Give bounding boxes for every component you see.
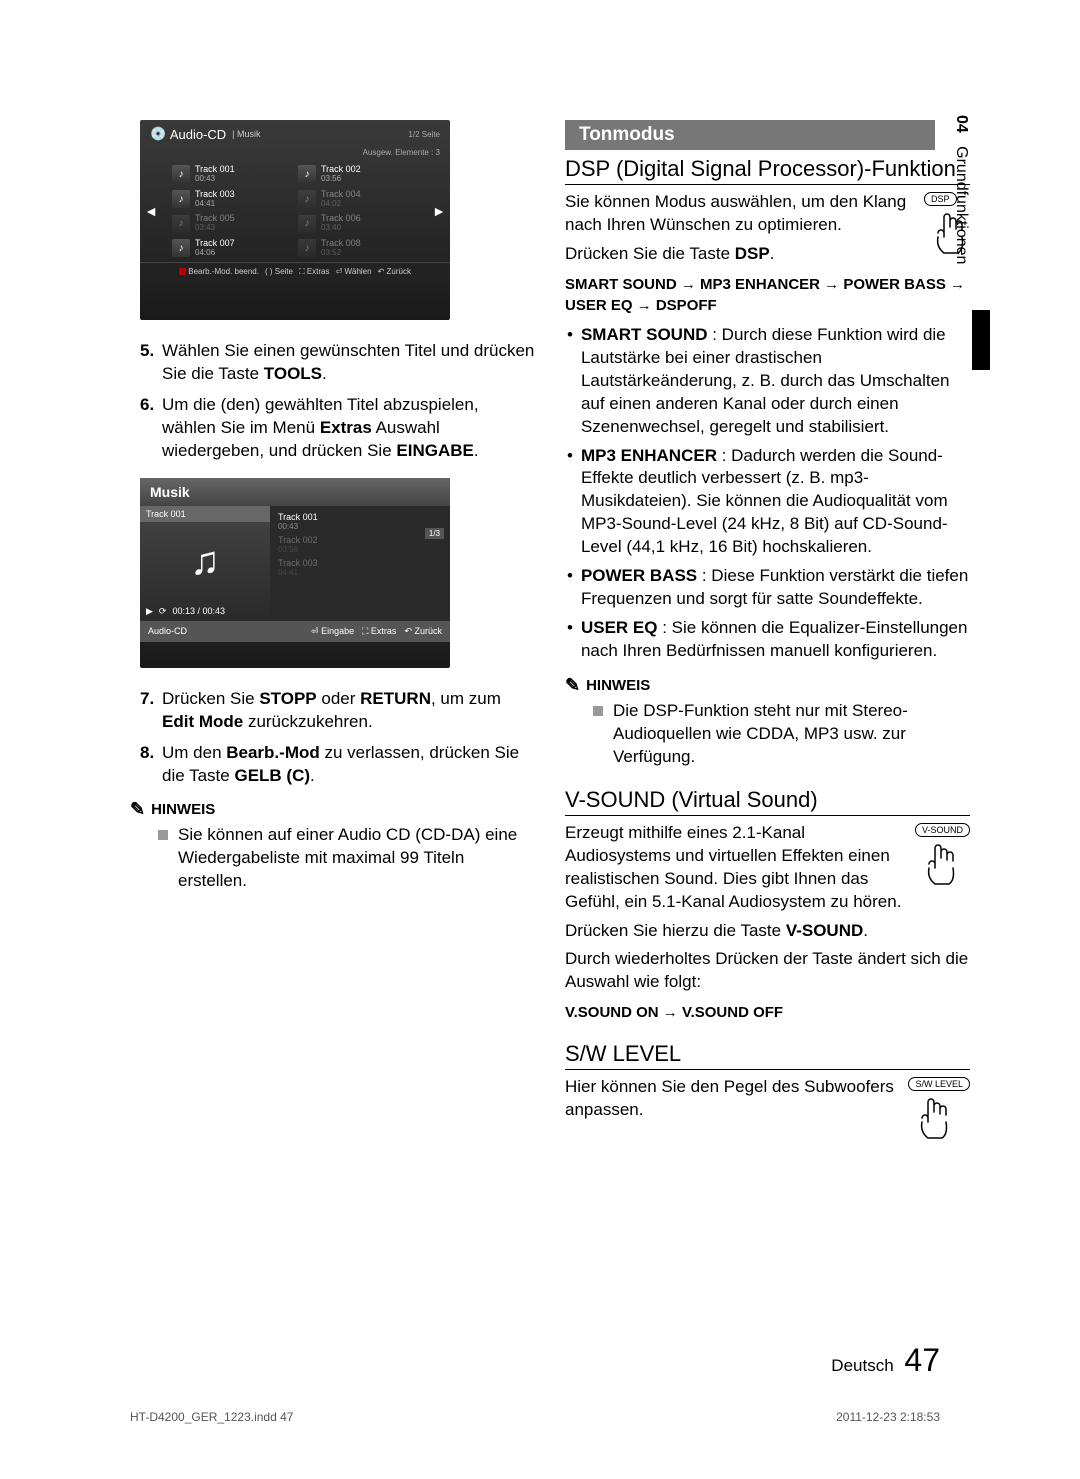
prev-arrow-icon: ◄ xyxy=(140,161,162,262)
track-item: ♪Track 00203:56 xyxy=(296,163,420,186)
playlist-item: Track 00304:41 xyxy=(274,556,446,579)
page-footer: Deutsch 47 xyxy=(831,1342,940,1379)
chapter-number: 04 xyxy=(953,115,970,133)
side-thumb-marker xyxy=(972,310,990,370)
disc-icon: 💿 xyxy=(150,126,166,142)
music-icon: ♪ xyxy=(172,190,190,208)
music-icon: ♪ xyxy=(298,165,316,183)
hand-icon xyxy=(908,1094,954,1144)
vsound-body-1: Erzeugt mithilfe eines 2.1-Kanal Audiosy… xyxy=(565,822,970,914)
playlist-item: Track 00100:43 xyxy=(274,510,446,533)
vsound-chain: V.SOUND ON → V.SOUND OFF xyxy=(565,1002,970,1023)
note-icon: ✎ xyxy=(565,675,580,696)
track-item: ♪Track 00803:52 xyxy=(296,237,420,260)
track-item: ♪Track 00603:40 xyxy=(296,212,420,235)
left-column: 💿 Audio-CD | Musik 1/2 Seite Ausgew. Ele… xyxy=(130,120,535,1144)
screen1-selected-count: Ausgew. Elemente : 3 xyxy=(140,148,450,161)
vsound-heading: V-SOUND (Virtual Sound) xyxy=(565,787,970,816)
music-player-screenshot: Musik 1/3 Track 001 ♫ ▶ ⟳ 00:13 / 00:43 … xyxy=(140,478,450,668)
dsp-body-1: Sie können Modus auswählen, um den Klang… xyxy=(565,191,970,237)
sw-level-heading: S/W LEVEL xyxy=(565,1041,970,1070)
next-arrow-icon: ► xyxy=(428,161,450,262)
step-7: 7. Drücken Sie STOPP oder RETURN, um zum… xyxy=(140,688,535,734)
screen1-title: Audio-CD xyxy=(170,127,226,142)
track-grid: ♪Track 00100:43♪Track 00203:56♪Track 003… xyxy=(162,161,428,262)
source-label: Audio-CD xyxy=(148,626,187,637)
vsound-body-3: Durch wiederholtes Drücken der Taste änd… xyxy=(565,948,970,994)
track-item: ♪Track 00503:43 xyxy=(170,212,294,235)
dsp-body-2: Drücken Sie die Taste DSP. xyxy=(565,243,970,266)
music-note-icon: ♫ xyxy=(140,522,270,602)
music-icon: ♪ xyxy=(298,215,316,233)
right-column: Tonmodus DSP (Digital Signal Processor)-… xyxy=(565,120,990,1144)
hinweis-heading-2: ✎ HINWEIS xyxy=(565,675,970,696)
dsp-heading: DSP (Digital Signal Processor)-Funktion xyxy=(565,156,970,185)
chapter-label: Grundfunktionen xyxy=(953,146,970,264)
swlevel-button-illustration: S/W LEVEL xyxy=(908,1074,970,1144)
track-item: ♪Track 00100:43 xyxy=(170,163,294,186)
playlist-item: Track 00203:56 xyxy=(274,533,446,556)
audio-cd-screenshot: 💿 Audio-CD | Musik 1/2 Seite Ausgew. Ele… xyxy=(140,120,450,320)
play-icon: ▶ xyxy=(146,606,153,617)
bullet-power-bass: POWER BASS : Diese Funktion verstärkt di… xyxy=(565,565,970,611)
track-item: ♪Track 00404:02 xyxy=(296,188,420,211)
screen1-subtitle: | Musik xyxy=(232,129,260,139)
screen2-header: Musik xyxy=(140,478,450,506)
music-icon: ♪ xyxy=(298,239,316,257)
bullet-mp3-enhancer: MP3 ENHANCER : Dadurch werden die Sound-… xyxy=(565,445,970,560)
hinweis-heading: ✎ HINWEIS xyxy=(130,799,535,820)
note-icon: ✎ xyxy=(130,799,145,820)
playlist: Track 00100:43Track 00203:56Track 00304:… xyxy=(270,506,450,621)
track-item: ♪Track 00304:41 xyxy=(170,188,294,211)
screen1-page-indicator: 1/2 Seite xyxy=(408,130,440,139)
current-track-label: Track 001 xyxy=(140,506,270,522)
page-number: 47 xyxy=(904,1342,940,1378)
music-icon: ♪ xyxy=(172,239,190,257)
hand-icon xyxy=(915,840,961,890)
bullet-user-eq: USER EQ : Sie können die Equalizer-Einst… xyxy=(565,617,970,663)
dsp-mode-chain: SMART SOUND → MP3 ENHANCER → POWER BASS … xyxy=(565,274,970,316)
vsound-button-illustration: V-SOUND xyxy=(915,820,970,890)
page: 04 Grundfunktionen 💿 Audio-CD | Musik 1/… xyxy=(0,0,1080,1479)
playback-time: 00:13 / 00:43 xyxy=(172,606,225,616)
music-icon: ♪ xyxy=(172,165,190,183)
music-icon: ♪ xyxy=(298,190,316,208)
print-meta-right: 2011-12-23 2:18:53 xyxy=(836,1410,940,1424)
bullet-smart-sound: SMART SOUND : Durch diese Funktion wird … xyxy=(565,324,970,439)
music-icon: ♪ xyxy=(172,215,190,233)
step-8: 8. Um den Bearb.-Mod zu verlassen, drück… xyxy=(140,742,535,788)
note-2: Die DSP-Funktion steht nur mit Stereo-Au… xyxy=(593,700,970,769)
step-6: 6. Um die (den) gewählten Titel abzuspie… xyxy=(140,394,535,463)
repeat-icon: ⟳ xyxy=(159,606,167,617)
step-5: 5. Wählen Sie einen gewünschten Titel un… xyxy=(140,340,535,386)
section-tonmodus: Tonmodus xyxy=(565,120,935,150)
note-1: Sie können auf einer Audio CD (CD-DA) ei… xyxy=(158,824,535,893)
side-chapter-tab: 04 Grundfunktionen xyxy=(952,115,970,264)
vsound-body-2: Drücken Sie hierzu die Taste V-SOUND. xyxy=(565,920,970,943)
track-item: ♪Track 00704:06 xyxy=(170,237,294,260)
print-meta-left: HT-D4200_GER_1223.indd 47 xyxy=(130,1410,293,1424)
screen1-footer: Bearb.-Mod. beend. ( ) Seite ⛶ Extras ⏎ … xyxy=(140,262,450,281)
